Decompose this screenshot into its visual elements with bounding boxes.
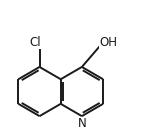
- Text: Cl: Cl: [30, 36, 41, 49]
- Text: N: N: [78, 117, 86, 130]
- Text: OH: OH: [100, 36, 118, 49]
